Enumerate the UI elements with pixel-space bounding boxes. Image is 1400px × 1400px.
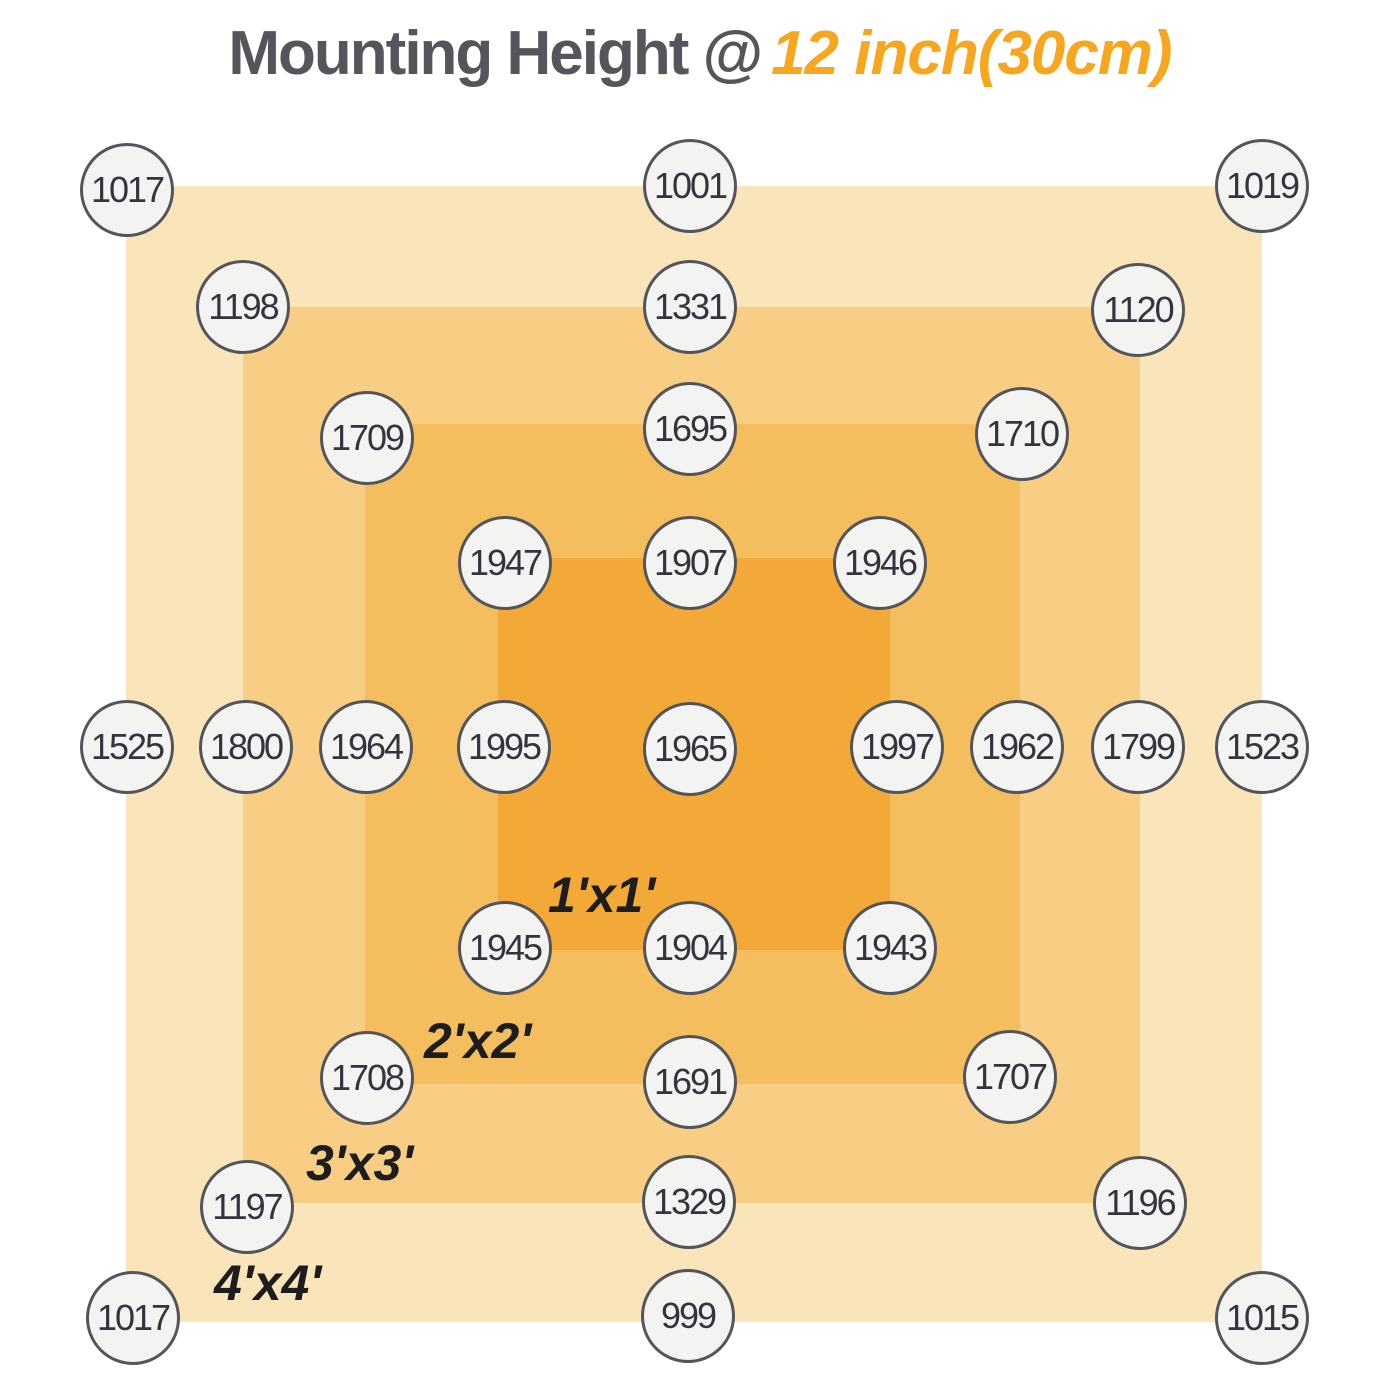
chart-title: Mounting Height @12 inch(30cm) <box>0 18 1400 89</box>
measurement-circle: 1120 <box>1091 263 1185 357</box>
chart-title-highlight: 12 inch(30cm) <box>771 19 1173 88</box>
measurement-circle: 1710 <box>975 387 1069 481</box>
measurement-circle: 1198 <box>196 260 290 354</box>
measurement-circle: 1904 <box>643 901 737 995</box>
measurement-circle: 1962 <box>970 700 1064 794</box>
measurement-circle: 1691 <box>643 1035 737 1129</box>
zone-label-4x4: 4'x4' <box>214 1255 322 1311</box>
measurement-circle: 1695 <box>643 382 737 476</box>
measurement-circle: 1709 <box>320 391 414 485</box>
zone-label-1x1: 1'x1' <box>548 867 656 923</box>
measurement-circle: 1907 <box>643 516 737 610</box>
measurement-circle: 1946 <box>833 516 927 610</box>
measurement-circle: 1707 <box>963 1030 1057 1124</box>
measurement-circle: 1523 <box>1215 700 1309 794</box>
measurement-circle: 1017 <box>86 1271 180 1365</box>
measurement-circle: 1017 <box>80 143 174 237</box>
measurement-circle: 1329 <box>642 1155 736 1249</box>
measurement-circle: 1196 <box>1093 1156 1187 1250</box>
zone-label-3x3: 3'x3' <box>306 1135 414 1191</box>
measurement-circle: 1800 <box>199 700 293 794</box>
measurement-circle: 1331 <box>643 260 737 354</box>
chart-title-prefix: Mounting Height @ <box>228 19 763 88</box>
measurement-circle: 1995 <box>457 700 551 794</box>
measurement-circle: 999 <box>641 1269 735 1363</box>
measurement-circle: 1945 <box>458 901 552 995</box>
measurement-circle: 1019 <box>1215 139 1309 233</box>
zone-label-2x2: 2'x2' <box>424 1013 532 1069</box>
measurement-circle: 1965 <box>643 702 737 796</box>
measurement-circle: 1525 <box>80 700 174 794</box>
measurement-circle: 1997 <box>850 700 944 794</box>
measurement-circle: 1197 <box>200 1160 294 1254</box>
measurement-circle: 1947 <box>458 516 552 610</box>
measurement-circle: 1943 <box>843 901 937 995</box>
measurement-circle: 1015 <box>1215 1271 1309 1365</box>
measurement-circle: 1708 <box>320 1031 414 1125</box>
measurement-circle: 1799 <box>1091 700 1185 794</box>
measurement-circle: 1001 <box>643 139 737 233</box>
measurement-circle: 1964 <box>319 700 413 794</box>
